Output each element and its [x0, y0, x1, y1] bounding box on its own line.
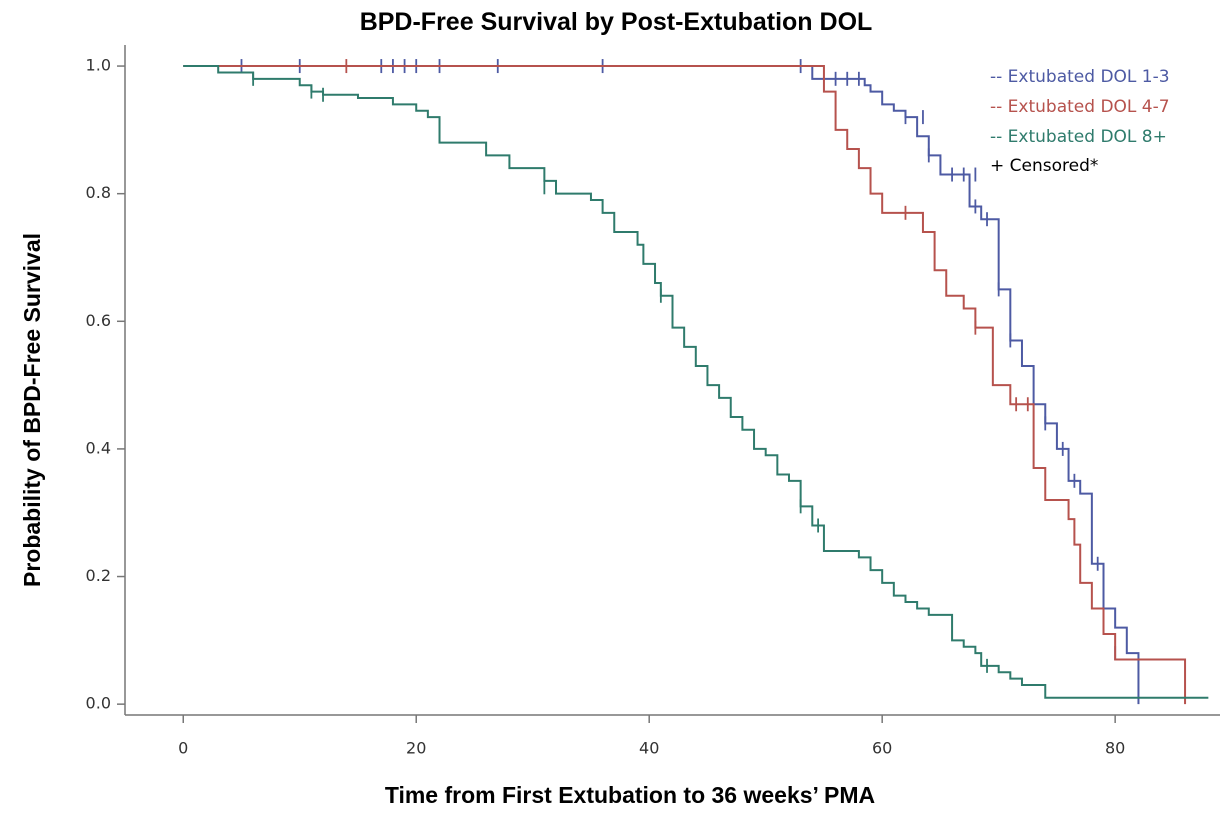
y-tick-label: 0.4 [86, 438, 111, 457]
y-tick-label: 0.6 [86, 311, 111, 330]
x-tick-label: 60 [872, 739, 892, 758]
x-tick-label: 80 [1105, 739, 1125, 758]
legend-entry: -- Extubated DOL 4-7 [990, 97, 1170, 117]
legend-entry: -- Extubated DOL 8+ [990, 127, 1167, 147]
y-tick-label: 0.0 [86, 694, 111, 713]
y-axis-title: Probability of BPD-Free Survival [19, 233, 45, 587]
x-tick-label: 20 [406, 739, 426, 758]
x-tick-label: 0 [178, 739, 188, 758]
y-tick-label: 0.8 [86, 183, 111, 202]
legend-censored: + Censored* [990, 156, 1098, 176]
survival-curve [183, 65, 1209, 699]
legend-entry: -- Extubated DOL 1-3 [990, 67, 1170, 87]
x-tick-label: 40 [639, 739, 659, 758]
x-axis-title: Time from First Extubation to 36 weeks’ … [385, 782, 875, 808]
y-tick-label: 1.0 [86, 56, 111, 75]
y-tick-label: 0.2 [86, 566, 111, 585]
chart-title: BPD-Free Survival by Post-Extubation DOL [360, 8, 873, 36]
